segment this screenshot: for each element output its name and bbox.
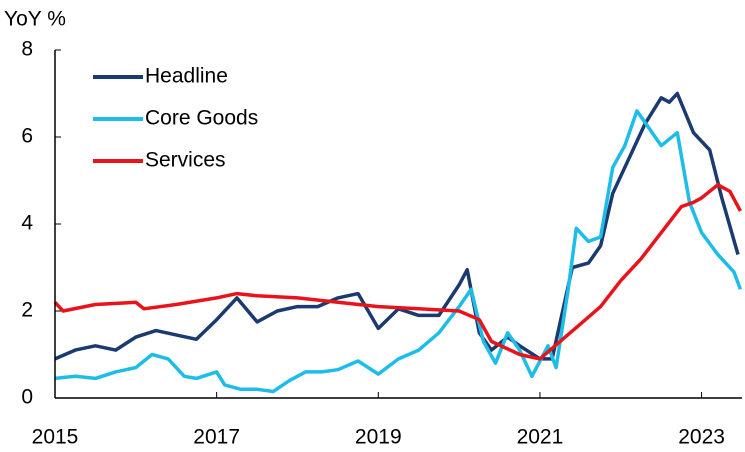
y-tick-label: 6 [21,125,33,148]
y-axis-label: YoY % [4,8,66,31]
series-line [54,91,740,361]
y-tick-label: 2 [21,299,33,322]
x-tick-label: 2019 [355,426,402,449]
x-tick-label: 2017 [193,426,240,449]
x-tick-label: 2021 [517,426,564,449]
y-tick-label: 0 [21,386,33,409]
y-tick-label: 4 [21,212,33,235]
legend-label: Headline [145,65,228,88]
legend-label: Core Goods [145,107,258,130]
x-tick-label: 2023 [678,426,725,449]
series-line [54,109,743,394]
y-tick-label: 8 [21,38,33,61]
series-line [53,183,742,361]
legend-label: Services [145,149,226,172]
x-tick-label: 2015 [32,426,79,449]
